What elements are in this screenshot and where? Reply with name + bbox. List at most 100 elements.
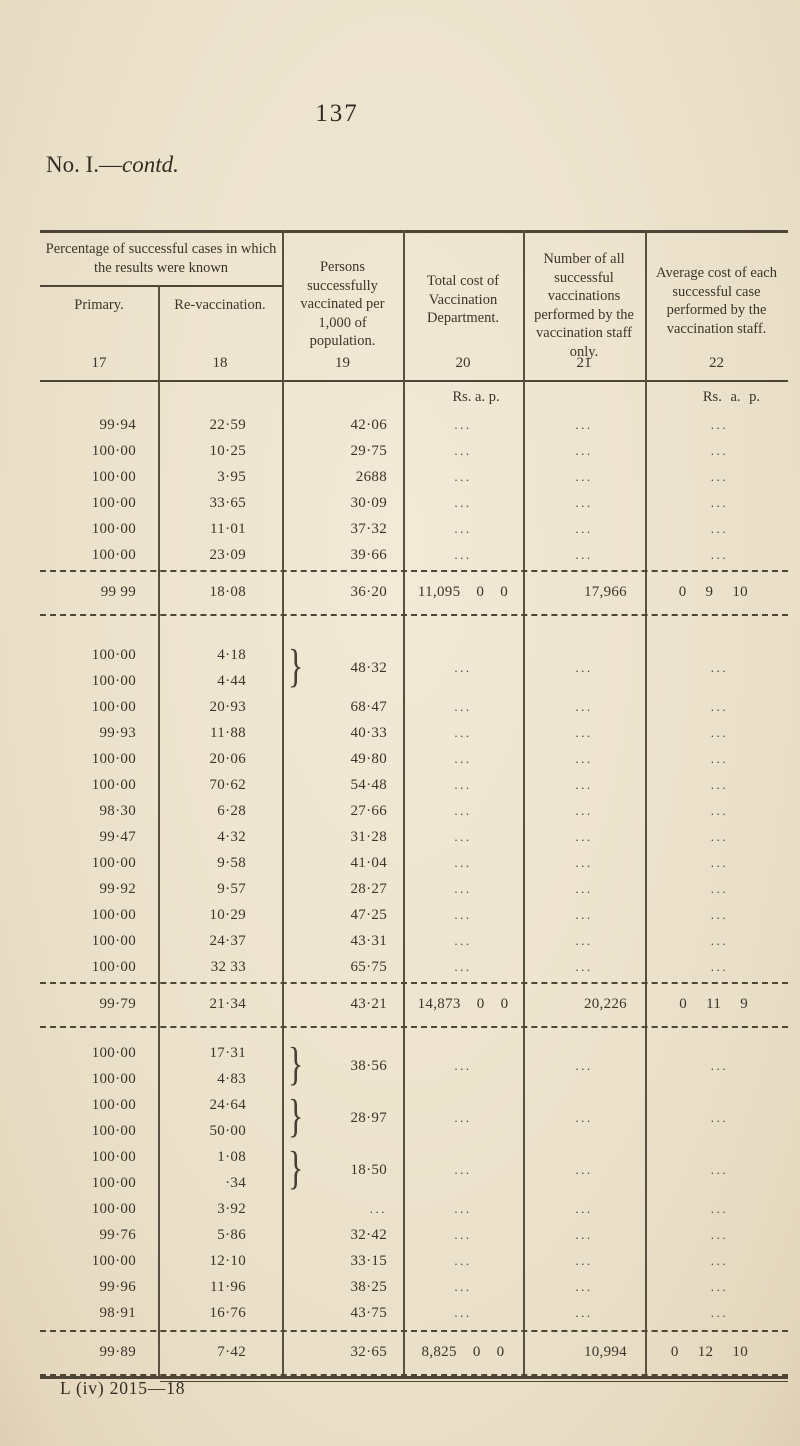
- cell-primary: 100·00: [91, 1123, 136, 1139]
- total-count: 17,966: [583, 584, 627, 600]
- cell-cost: ...: [454, 1058, 472, 1073]
- table-row: 100·00 11·01 37·32 ... ... ...: [40, 516, 788, 542]
- cell-avg: ...: [710, 777, 728, 792]
- cell-primary: 98·30: [99, 803, 136, 819]
- table-row-pair: 100·00 17·31 100·00 4·83 } 38·56 ... ... …: [40, 1039, 788, 1092]
- cell-primary: 100·00: [91, 855, 136, 871]
- cell-per1000: ...: [369, 1201, 387, 1216]
- column-rule-19-20: [403, 230, 405, 1376]
- cell-revacc: 11·88: [210, 725, 246, 741]
- cell-primary: 100·00: [91, 469, 136, 485]
- cell-revacc: 4·32: [217, 829, 246, 845]
- header-percentage-group: Percentage of successful cases in which …: [45, 241, 277, 276]
- table-row: 100·00 3·92 ... ... ... ...: [40, 1196, 788, 1222]
- cell-primary: 100·00: [91, 547, 136, 563]
- cell-revacc: 12·10: [209, 1253, 246, 1269]
- cell-avg: ...: [710, 907, 728, 922]
- cell-avg: ...: [710, 547, 728, 562]
- cell-per1000: 2688: [355, 469, 387, 485]
- header-average-cost: Average cost of each successful case per…: [656, 265, 777, 337]
- cell-per1000: 27·66: [350, 803, 387, 819]
- units-label-average: Rs. a. p.: [702, 389, 760, 405]
- cell-revacc: 20·06: [209, 751, 246, 767]
- brace-glyph: }: [288, 1090, 304, 1143]
- cell-count: ...: [575, 1201, 593, 1216]
- header-primary: Primary.: [74, 297, 124, 313]
- cell-per1000: 43·31: [350, 933, 387, 949]
- cell-cost: ...: [454, 1305, 472, 1320]
- cell-avg: ...: [710, 725, 728, 740]
- cell-count: ...: [575, 1058, 593, 1073]
- cell-revacc: 10·29: [209, 907, 246, 923]
- cell-revacc: 3·95: [217, 469, 246, 485]
- cell-revacc: 23·09: [209, 547, 246, 563]
- cell-revacc: 9·58: [217, 855, 246, 871]
- cell-revacc: ·34: [225, 1175, 246, 1191]
- cell-count: ...: [575, 1279, 593, 1294]
- cell-primary: 100·00: [91, 673, 136, 689]
- cell-avg: ...: [710, 1110, 728, 1125]
- cell-revacc: 24·37: [209, 933, 246, 949]
- cell-cost: ...: [454, 855, 472, 870]
- table-row: 100·00 33·65 30·09 ... ... ...: [40, 490, 788, 516]
- header-persons-per-1000: Persons successfully vaccinated per 1,00…: [300, 259, 385, 350]
- cell-avg: ...: [710, 660, 728, 675]
- cell-count: ...: [575, 1305, 593, 1320]
- cell-primary: 100·00: [91, 521, 136, 537]
- cell-primary: 100·00: [91, 751, 136, 767]
- table-section-1: 99·94 22·59 42·06 ... ... ... 100·00 10·…: [40, 412, 788, 568]
- table-row: 100·00 10·29 47·25 ... ... ...: [40, 902, 788, 928]
- table-row: 100·00 3·95 2688 ... ... ...: [40, 464, 788, 490]
- cell-cost: ...: [454, 829, 472, 844]
- cell-count: ...: [575, 699, 593, 714]
- cell-cost: ...: [454, 443, 472, 458]
- cell-count: ...: [575, 469, 593, 484]
- cell-primary: 100·00: [91, 1201, 136, 1217]
- cell-count: ...: [575, 751, 593, 766]
- cell-revacc: 4·44: [217, 673, 246, 689]
- cell-avg: ...: [710, 881, 728, 896]
- cell-cost: ...: [454, 1110, 472, 1125]
- header-successful-count: Number of all successful vaccinations pe…: [534, 251, 634, 360]
- total-row: 99·89 7·42 32·65 8,825 0 0 10,994 0 12 1…: [40, 1330, 788, 1376]
- cell-cost: ...: [454, 751, 472, 766]
- cell-count: ...: [575, 1253, 593, 1268]
- table-row: 100·00 20·93 68·47 ... ... ...: [40, 694, 788, 720]
- total-cost: 14,873 0 0: [417, 996, 509, 1012]
- column-number-20: 20: [455, 355, 471, 371]
- cell-count: ...: [575, 881, 593, 896]
- cell-cost: ...: [454, 725, 472, 740]
- cell-avg: ...: [710, 1201, 728, 1216]
- cell-primary: 100·00: [91, 1149, 136, 1165]
- page-number: 137: [315, 100, 359, 127]
- cell-revacc: 20·93: [209, 699, 246, 715]
- cell-avg: ...: [710, 959, 728, 974]
- total-avg: 0 12 10: [670, 1344, 748, 1360]
- cell-primary: 100·00: [91, 1071, 136, 1087]
- cell-cost: ...: [454, 907, 472, 922]
- column-rule-20-21: [523, 230, 525, 1376]
- cell-primary: 100·00: [91, 907, 136, 923]
- cell-revacc: 9·57: [217, 881, 246, 897]
- table-row: 99·96 11·96 38·25 ... ... ...: [40, 1274, 788, 1300]
- total-per1000: 32·65: [350, 1344, 387, 1360]
- table-row: 100·00 23·09 39·66 ... ... ...: [40, 542, 788, 568]
- total-avg: 0 11 9: [679, 996, 748, 1012]
- column-number-17: 17: [91, 355, 107, 371]
- cell-revacc: 10·25: [209, 443, 246, 459]
- cell-per1000: 49·80: [350, 751, 387, 767]
- cell-per1000: 65·75: [350, 959, 387, 975]
- table-row-pair: 100·00 1·08 100·00 ·34 } 18·50 ... ... ..…: [40, 1143, 788, 1196]
- cell-per1000-value: 48·32: [350, 660, 387, 676]
- cell-per1000: 29·75: [350, 443, 387, 459]
- cell-count: ...: [575, 1110, 593, 1125]
- total-per1000: 36·20: [350, 584, 387, 600]
- cell-per1000: 39·66: [350, 547, 387, 563]
- cell-primary: 98·91: [99, 1305, 136, 1321]
- cell-revacc: 3·92: [217, 1201, 246, 1217]
- cell-primary: 99·96: [99, 1279, 136, 1295]
- table-row: 99·47 4·32 31·28 ... ... ...: [40, 824, 788, 850]
- cell-avg: ...: [710, 1227, 728, 1242]
- cell-revacc: 4·83: [217, 1071, 246, 1087]
